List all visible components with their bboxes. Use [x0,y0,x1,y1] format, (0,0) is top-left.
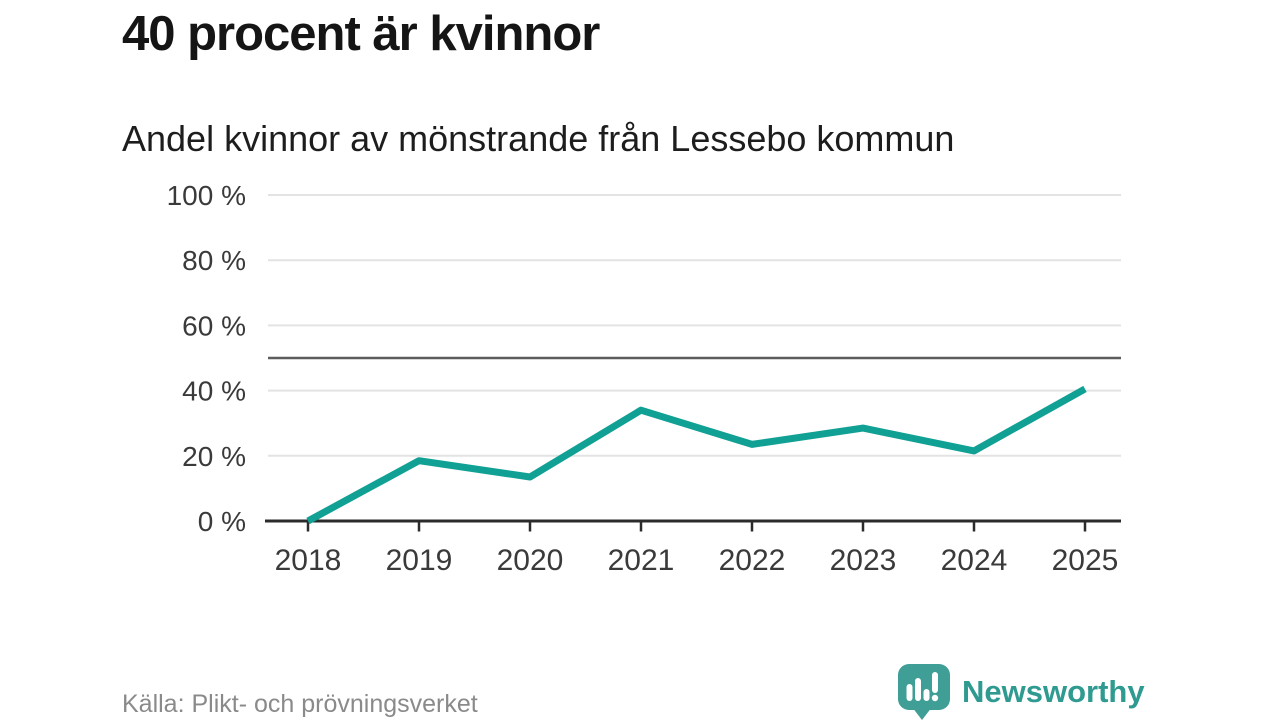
logo-bar-2 [915,678,921,701]
x-tick-label-2024: 2024 [941,544,1008,577]
x-tick-label-2025: 2025 [1052,544,1119,577]
data-line-andel-kvinnor [306,385,1087,525]
chart-title: 40 procent är kvinnor [122,7,600,61]
x-tick-label-2020: 2020 [497,544,564,577]
x-tick-label-2023: 2023 [830,544,897,577]
y-tick-label-0: 0 % [198,506,246,537]
y-tick-label-60: 60 % [182,310,246,341]
x-tick-label-2018: 2018 [275,544,342,577]
x-tick-label-2021: 2021 [608,544,675,577]
logo-exclamation-dot [931,694,939,702]
x-tick-label-2019: 2019 [386,544,453,577]
logo-exclamation-bar [932,672,938,693]
newsworthy-logo-text: Newsworthy [962,673,1145,709]
y-tick-label-100: 100 % [167,180,246,211]
line-chart: 0 % 20 % 40 % 60 % 80 % 100 % 2018 2019 2020 2021… [167,180,1121,577]
chart-subtitle: Andel kvinnor av mönstrande från Lessebo… [122,118,955,159]
logo-bar-3 [923,689,930,701]
logo-bubble-tail [912,707,932,720]
logo-bubble-shape [898,664,950,710]
newsworthy-logo-icon [898,664,950,720]
y-tick-label-20: 20 % [182,441,246,472]
logo-bar-1 [906,684,913,701]
newsworthy-logo: Newsworthy [897,663,1145,720]
y-tick-label-40: 40 % [182,376,246,407]
x-tick-label-2022: 2022 [719,544,786,577]
source-note: Källa: Plikt- och prövningsverket [122,690,478,718]
y-tick-label-80: 80 % [182,245,246,276]
